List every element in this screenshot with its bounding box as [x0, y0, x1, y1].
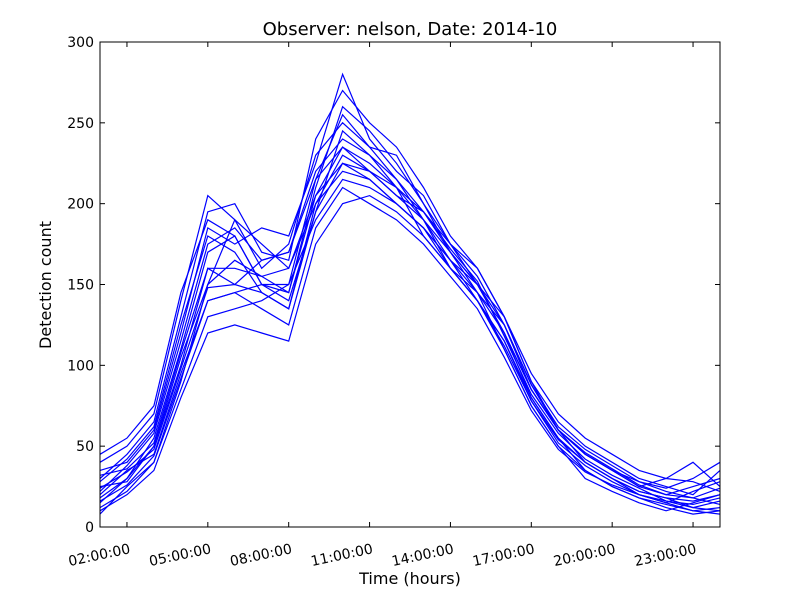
y-tick-label: 100	[67, 358, 94, 374]
series-line	[99, 186, 721, 512]
series-line	[99, 194, 721, 512]
y-tick-label: 200	[67, 197, 94, 213]
series-line	[99, 162, 721, 505]
x-axis-label: Time (hours)	[358, 569, 461, 588]
series-line	[99, 121, 721, 492]
plot-lines	[99, 72, 721, 515]
y-axis-label: Detection count	[36, 221, 55, 349]
series-line	[99, 113, 721, 512]
series-line	[99, 138, 721, 506]
series-line	[99, 89, 721, 496]
y-tick-label: 150	[67, 278, 94, 294]
y-axis: 0 50 100 150 200 250 300	[67, 35, 720, 536]
series-line	[99, 146, 721, 499]
y-tick-label: 0	[85, 520, 94, 536]
y-tick-label: 50	[76, 439, 94, 455]
series-line	[99, 162, 721, 502]
y-tick-label: 300	[67, 35, 94, 51]
y-tick-label: 250	[67, 116, 94, 132]
chart-title: Observer: nelson, Date: 2014-10	[263, 19, 558, 40]
